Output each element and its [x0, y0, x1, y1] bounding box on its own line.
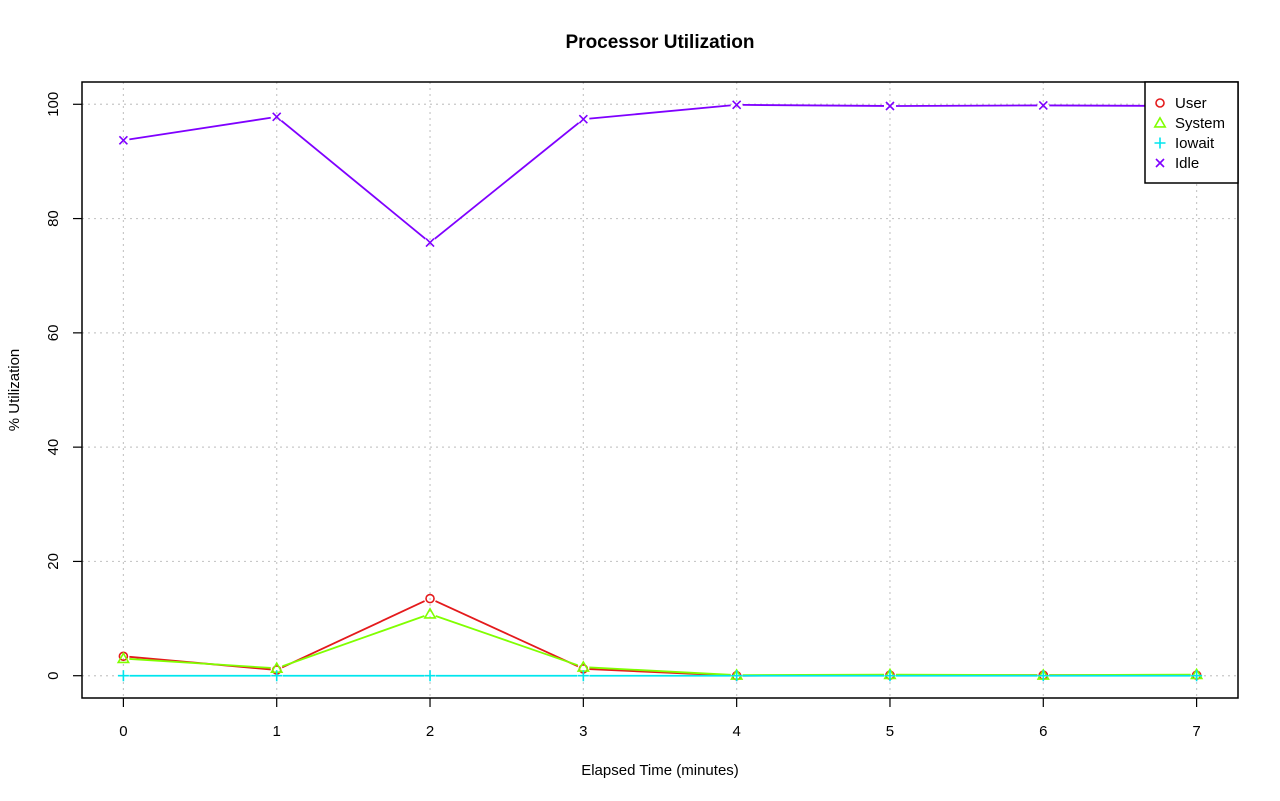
data-point-iowait — [424, 670, 436, 682]
y-tick-label: 60 — [45, 325, 62, 342]
series-iowait — [117, 670, 1203, 682]
legend-item-user: User — [1155, 95, 1207, 112]
x-tick-label: 2 — [426, 723, 434, 740]
x-tick-label: 3 — [579, 723, 587, 740]
legend-item-idle: Idle — [1155, 155, 1199, 172]
data-point-iowait — [117, 670, 129, 682]
series-user — [118, 593, 1202, 681]
data-point-iowait — [271, 670, 283, 682]
data-point-iowait — [731, 670, 743, 682]
x-tick-label: 0 — [119, 723, 127, 740]
x-tick-label: 7 — [1192, 723, 1200, 740]
legend-label: Idle — [1175, 155, 1199, 172]
series-line-idle — [129, 104, 1191, 240]
axes: 0 1 2 3 4 5 6 7 0 20 40 60 80 100 — [45, 81, 1239, 740]
series-segment — [589, 104, 731, 120]
legend-item-system: System — [1153, 115, 1225, 132]
series-segment — [129, 658, 271, 669]
series-segment — [434, 122, 580, 240]
legend: User System Iowait Idle — [1144, 81, 1239, 184]
data-point-iowait — [577, 670, 589, 682]
series-segment — [280, 119, 426, 240]
y-tick-label: 20 — [45, 553, 62, 570]
data-point-user — [425, 593, 435, 604]
plot-frame — [81, 81, 1239, 699]
data-point-idle — [272, 112, 282, 122]
legend-label: Iowait — [1175, 135, 1215, 152]
legend-label: System — [1175, 115, 1225, 132]
x-tick-label: 6 — [1039, 723, 1047, 740]
data-point-iowait — [1037, 670, 1049, 682]
legend-marker-user — [1155, 98, 1165, 108]
y-tick-label: 80 — [45, 210, 62, 227]
data-point-idle — [425, 238, 435, 248]
data-point-idle — [1038, 100, 1048, 110]
series-segment — [742, 104, 884, 107]
series-segment — [435, 600, 579, 668]
series-segment — [435, 615, 578, 667]
grid — [82, 82, 1238, 698]
x-tick-label: 1 — [273, 723, 281, 740]
series-segment — [282, 615, 425, 668]
data-point-idle — [118, 135, 128, 145]
series-group — [116, 100, 1204, 682]
y-tick-label: 40 — [45, 439, 62, 456]
legend-marker-system — [1153, 116, 1167, 128]
series-segment — [589, 666, 731, 676]
x-tick-label: 4 — [732, 723, 740, 740]
data-point-iowait — [884, 670, 896, 682]
series-idle — [118, 100, 1202, 248]
data-point-idle — [885, 101, 895, 111]
legend-marker-idle — [1155, 158, 1165, 168]
data-point-system — [116, 651, 130, 664]
data-point-idle — [578, 114, 588, 124]
series-line-system — [129, 615, 1191, 677]
legend-label: User — [1175, 95, 1207, 112]
data-point-iowait — [1191, 670, 1203, 682]
series-segment — [281, 600, 425, 669]
legend-item-iowait: Iowait — [1154, 135, 1215, 152]
series-segment — [129, 116, 271, 141]
data-point-idle — [732, 100, 742, 110]
y-axis-label: % Utilization — [6, 349, 23, 432]
legend-marker-iowait — [1154, 137, 1166, 149]
y-tick-label: 0 — [45, 672, 62, 680]
data-point-system — [423, 607, 437, 619]
series-segment — [895, 104, 1038, 107]
x-tick-label: 5 — [886, 723, 894, 740]
x-axis-label: Elapsed Time (minutes) — [581, 762, 739, 779]
chart-title: Processor Utilization — [566, 32, 755, 53]
y-tick-label: 100 — [45, 92, 62, 117]
